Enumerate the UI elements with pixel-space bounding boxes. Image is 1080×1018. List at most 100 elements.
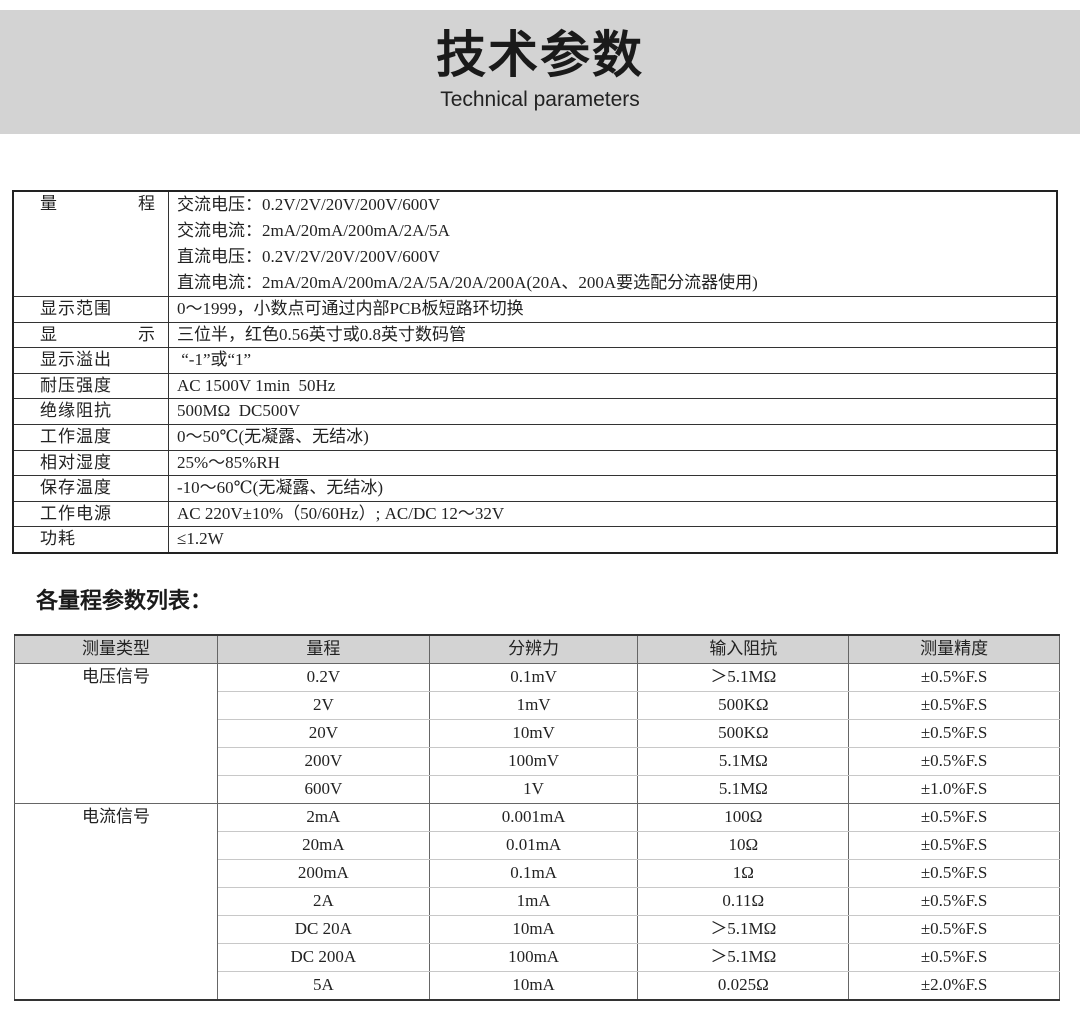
range-cell: 2A (217, 887, 430, 916)
range-cell: 2mA (217, 803, 430, 832)
range-cell: 2V (217, 691, 430, 720)
table-row: 600V 1V 5.1MΩ ±1.0%F.S (15, 775, 1060, 804)
table-row: 20V 10mV 500KΩ ±0.5%F.S (15, 719, 1060, 748)
accuracy-cell: ±0.5%F.S (848, 691, 1060, 720)
table-row: 2V 1mV 500KΩ ±0.5%F.S (15, 691, 1060, 720)
column-header: 量程 (217, 634, 430, 664)
spec-label: 功耗 (12, 526, 169, 554)
table-row: DC 20A 10mA ＞5.1MΩ ±0.5%F.S (15, 915, 1060, 944)
impedance-cell: ＞5.1MΩ (637, 915, 850, 944)
spec-row: 功耗 ≤1.2W (12, 526, 1058, 554)
measure-type: 电压信号 (14, 663, 218, 804)
range-cell: 200V (217, 747, 430, 776)
impedance-cell: 10Ω (637, 831, 850, 860)
range-cell: DC 20A (217, 915, 430, 944)
spec-value: ≤1.2W (168, 526, 1058, 554)
page-subtitle: Technical parameters (440, 88, 640, 111)
label-char: 量 (40, 194, 58, 213)
resolution-cell: 100mA (429, 943, 639, 972)
spec-table: 量程交流电压：0.2V/2V/20V/200V/600V 交流电流：2mA/20m… (12, 190, 1058, 554)
resolution-cell: 1V (429, 775, 639, 804)
label-char: 显 (40, 324, 58, 344)
table-row: DC 200A 100mA ＞5.1MΩ ±0.5%F.S (15, 943, 1060, 972)
impedance-cell: 0.025Ω (637, 971, 850, 1001)
spec-label: 量程 (12, 190, 169, 297)
impedance-cell: 5.1MΩ (637, 775, 850, 804)
spec-label: 显示溢出 (12, 347, 169, 374)
accuracy-cell: ±0.5%F.S (848, 747, 1060, 776)
table-row: 电流信号 2mA 0.001mA 100Ω ±0.5%F.S (14, 803, 1060, 1001)
range-table: 测量类型 量程 分辨力 输入阻抗 测量精度 电压信号 0.2V 0.1mV ＞5.1MΩ ±0.… (14, 633, 1060, 1001)
header-banner: 技术参数 Technical parameters (0, 10, 1080, 134)
impedance-cell: ＞5.1MΩ (637, 663, 850, 692)
accuracy-cell: ±0.5%F.S (848, 915, 1060, 944)
resolution-cell: 10mA (429, 971, 639, 1001)
accuracy-cell: ±0.5%F.S (848, 719, 1060, 748)
resolution-cell: 1mA (429, 887, 639, 916)
spec-label: 耐压强度 (12, 372, 169, 400)
resolution-cell: 10mV (429, 719, 639, 748)
table-row: 2A 1mA 0.11Ω ±0.5%F.S (15, 887, 1060, 916)
impedance-cell: 1Ω (637, 859, 850, 888)
spec-value: 三位半，红色0.56英寸或0.8英寸数码管 (168, 321, 1058, 349)
range-cell: DC 200A (217, 943, 430, 972)
column-header: 测量类型 (14, 634, 218, 664)
range-cell: 0.2V (217, 663, 430, 692)
spec-value: AC 1500V 1min 50Hz (168, 372, 1058, 400)
spec-value: “-1”或“1” (168, 347, 1058, 374)
spec-row: 工作电源 AC 220V±10%（50/60Hz）; AC/DC 12～32V (12, 500, 1058, 528)
range-cell: 5A (217, 971, 430, 1001)
spec-row: 工作温度 0～50℃(无凝露、无结冰) (12, 423, 1058, 451)
impedance-cell: 5.1MΩ (637, 747, 850, 776)
spec-label: 工作电源 (12, 500, 169, 528)
table-row: 电压信号 0.2V 0.1mV ＞5.1MΩ ±0.5%F.S (14, 663, 1060, 804)
label-char: 示 (138, 324, 156, 344)
range-line: 交流电压：0.2V/2V/20V/200V/600V (177, 195, 441, 214)
label-char: 程 (138, 194, 156, 213)
spec-value: 交流电压：0.2V/2V/20V/200V/600V 交流电流：2mA/20mA/… (168, 190, 1058, 297)
accuracy-cell: ±0.5%F.S (848, 943, 1060, 972)
spec-row: 显示三位半，红色0.56英寸或0.8英寸数码管 (12, 321, 1058, 349)
range-cell: 200mA (217, 859, 430, 888)
accuracy-cell: ±1.0%F.S (848, 775, 1060, 804)
spec-row: 耐压强度 AC 1500V 1min 50Hz (12, 372, 1058, 400)
spec-label: 工作温度 (12, 423, 169, 451)
range-cell: 20V (217, 719, 430, 748)
spec-row: 显示溢出 “-1”或“1” (12, 347, 1058, 374)
spec-row: 显示范围 0～1999，小数点可通过内部PCB板短路环切换 (12, 296, 1058, 323)
spec-value: AC 220V±10%（50/60Hz）; AC/DC 12～32V (168, 500, 1058, 528)
impedance-cell: 500KΩ (637, 719, 850, 748)
spec-value: 25%～85%RH (168, 449, 1058, 477)
spec-row: 绝缘阻抗 500MΩ DC500V (12, 398, 1058, 425)
range-cell: 600V (217, 775, 430, 804)
accuracy-cell: ±0.5%F.S (848, 803, 1060, 832)
resolution-cell: 100mV (429, 747, 639, 776)
spec-value: 0～50℃(无凝露、无结冰) (168, 423, 1058, 451)
impedance-cell: 100Ω (637, 803, 850, 832)
spec-row: 保存温度 -10～60℃(无凝露、无结冰) (12, 475, 1058, 502)
spec-row-range: 量程交流电压：0.2V/2V/20V/200V/600V 交流电流：2mA/20m… (12, 190, 1058, 297)
column-header: 输入阻抗 (637, 634, 850, 664)
range-cell: 20mA (217, 831, 430, 860)
table-row: 200mA 0.1mA 1Ω ±0.5%F.S (15, 859, 1060, 888)
accuracy-cell: ±0.5%F.S (848, 831, 1060, 860)
column-header: 测量精度 (848, 634, 1060, 664)
impedance-cell: 500KΩ (637, 691, 850, 720)
spec-label-text: 量程 (40, 192, 160, 216)
spec-label: 显示范围 (12, 296, 169, 323)
spec-label: 绝缘阻抗 (12, 398, 169, 425)
resolution-cell: 0.01mA (429, 831, 639, 860)
spec-label: 相对湿度 (12, 449, 169, 477)
range-line: 直流电压：0.2V/2V/20V/200V/600V (177, 247, 441, 266)
table-row: 5A 10mA 0.025Ω ±2.0%F.S (15, 971, 1060, 1001)
range-line: 交流电流：2mA/20mA/200mA/2A/5A (177, 221, 450, 240)
impedance-cell: ＞5.1MΩ (637, 943, 850, 972)
spec-label-text: 显示 (40, 323, 160, 347)
resolution-cell: 0.1mV (429, 663, 639, 692)
accuracy-cell: ±0.5%F.S (848, 859, 1060, 888)
spec-label: 保存温度 (12, 475, 169, 502)
spec-value: 500MΩ DC500V (168, 398, 1058, 425)
spec-value: -10～60℃(无凝露、无结冰) (168, 475, 1058, 502)
table-row: 20mA 0.01mA 10Ω ±0.5%F.S (15, 831, 1060, 860)
resolution-cell: 1mV (429, 691, 639, 720)
